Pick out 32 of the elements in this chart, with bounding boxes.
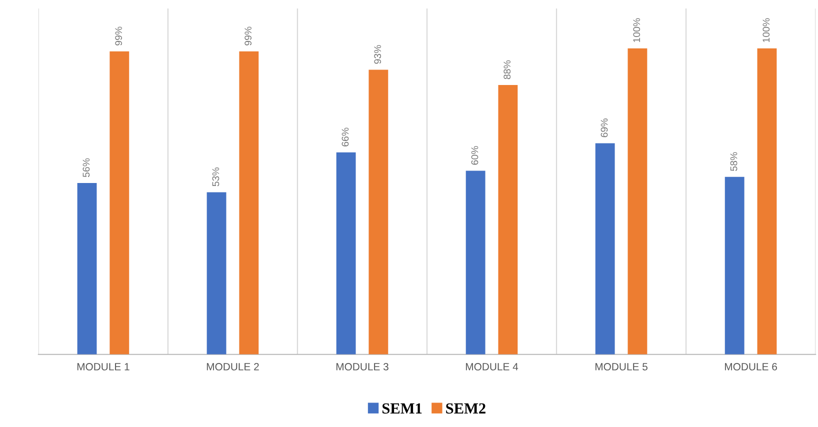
x-tick-label: MODULE 1: [77, 363, 130, 370]
data-label: 99%: [244, 26, 252, 46]
data-label: 69%: [600, 118, 608, 138]
data-label: 93%: [374, 45, 382, 64]
x-tick-label: MODULE 2: [206, 363, 259, 370]
data-label: 53%: [212, 168, 220, 186]
x-tick-label: MODULE 6: [725, 363, 777, 370]
bar: [368, 70, 388, 354]
data-label: 88%: [504, 60, 511, 80]
bar: [336, 152, 356, 354]
data-label: 100%: [633, 18, 640, 42]
data-label: 56%: [82, 158, 90, 178]
x-tick-label: MODULE 4: [466, 363, 518, 370]
x-tick-label: MODULE 3: [336, 363, 388, 370]
bar: [757, 48, 777, 354]
data-label: 66%: [342, 128, 349, 146]
bar: [498, 85, 518, 354]
legend-label: SEM2: [446, 403, 486, 414]
x-tick-label: MODULE 5: [596, 363, 648, 370]
bar: [110, 51, 130, 354]
bar: [77, 183, 97, 354]
bar: [239, 51, 259, 354]
bar: [628, 48, 648, 354]
bar: [724, 176, 744, 354]
bar: [206, 192, 226, 354]
data-label: 58%: [730, 152, 738, 171]
data-label: 60%: [471, 146, 478, 165]
data-label: 99%: [115, 26, 122, 46]
bar: [595, 143, 615, 354]
data-label: 100%: [762, 18, 770, 42]
bar: [466, 170, 486, 354]
legend-label: SEM1: [382, 403, 422, 414]
